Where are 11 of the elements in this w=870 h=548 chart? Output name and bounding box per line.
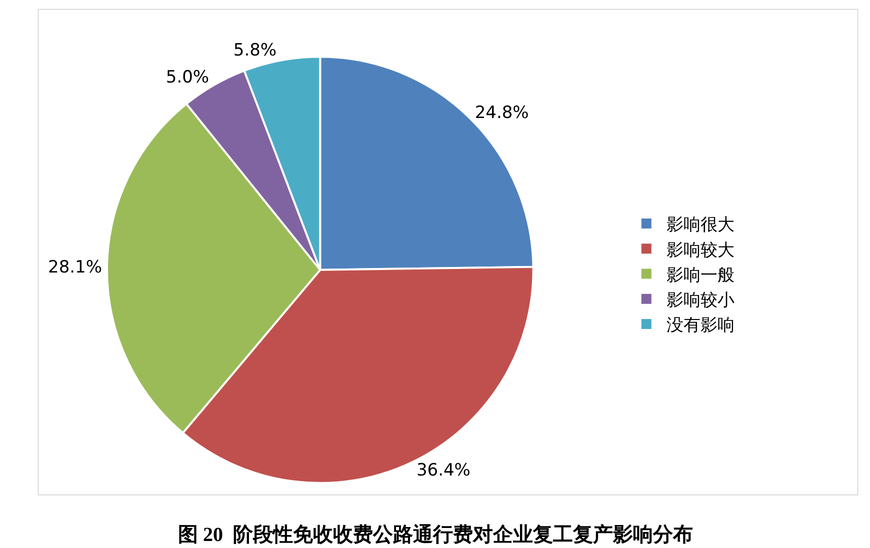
- data-label: 28.1%: [48, 258, 102, 278]
- legend-label: 影响很大: [666, 215, 734, 236]
- legend-label: 影响一般: [666, 265, 734, 286]
- data-label: 36.4%: [416, 460, 470, 481]
- data-label: 24.8%: [474, 103, 529, 124]
- legend-label: 没有影响: [666, 316, 734, 336]
- data-label: 5.8%: [233, 40, 277, 61]
- legend-label: 影响较小: [666, 290, 734, 310]
- data-label: 5.0%: [166, 67, 210, 88]
- caption: 图 20 阶段性免收收费公路通行费对企业复工复产影响分布: [178, 523, 693, 546]
- legend-label: 影响较大: [666, 240, 734, 260]
